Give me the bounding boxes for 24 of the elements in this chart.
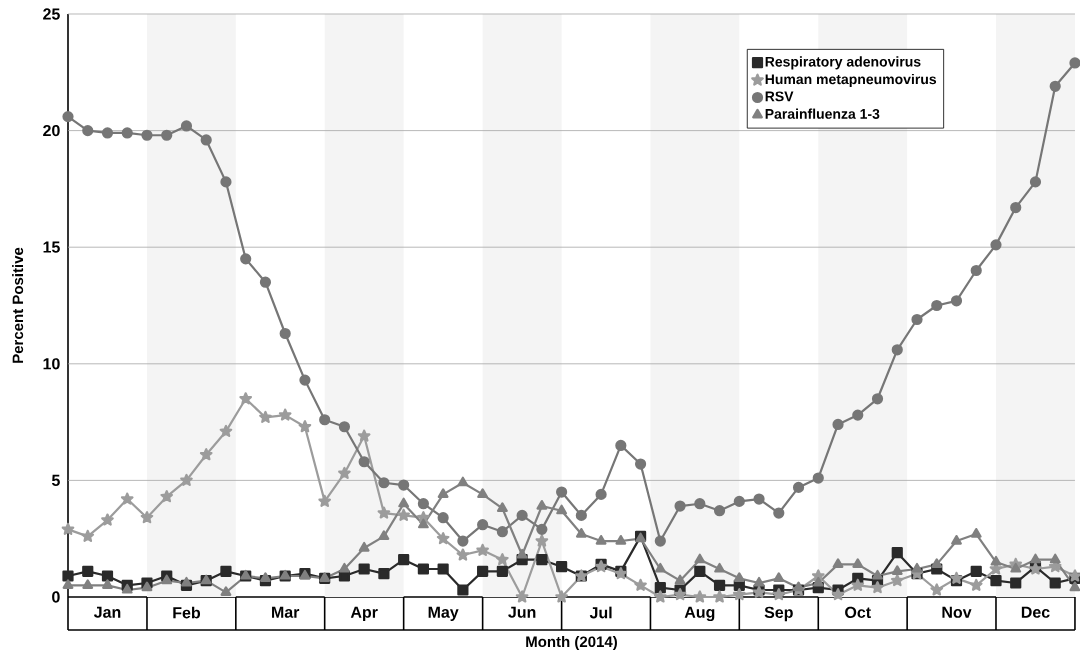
- x-tick-label: May: [428, 606, 459, 621]
- legend-label: Human metapneumovirus: [765, 73, 937, 87]
- y-tick-label: 20: [43, 124, 60, 137]
- x-tick-label: Mar: [272, 606, 300, 618]
- y-axis-title: Percent Positive: [12, 247, 24, 363]
- x-tick-label: Feb: [173, 606, 201, 619]
- y-tick-label: 15: [43, 241, 60, 253]
- x-tick-label: Sep: [764, 606, 793, 622]
- y-tick-label: 5: [51, 474, 60, 486]
- legend-label: Respiratory adenovirus: [765, 56, 921, 70]
- x-tick-label: Dec: [1021, 606, 1050, 618]
- x-tick-label: Jul: [589, 606, 612, 619]
- legend-label: Parainfluenza 1-3: [765, 108, 880, 119]
- x-tick-label: Nov: [942, 606, 972, 618]
- x-tick-label: Apr: [350, 606, 378, 621]
- x-axis-title: Month (2014): [526, 636, 617, 650]
- x-tick-label: Aug: [684, 606, 715, 622]
- x-tick-label: Oct: [845, 606, 871, 618]
- y-tick-label: 25: [43, 8, 60, 20]
- x-tick-label: Jan: [93, 606, 121, 618]
- y-tick-label: 10: [43, 358, 60, 370]
- legend-label: RSV: [765, 91, 794, 102]
- x-tick-label: Jun: [508, 606, 536, 618]
- y-tick-label: 0: [52, 591, 60, 603]
